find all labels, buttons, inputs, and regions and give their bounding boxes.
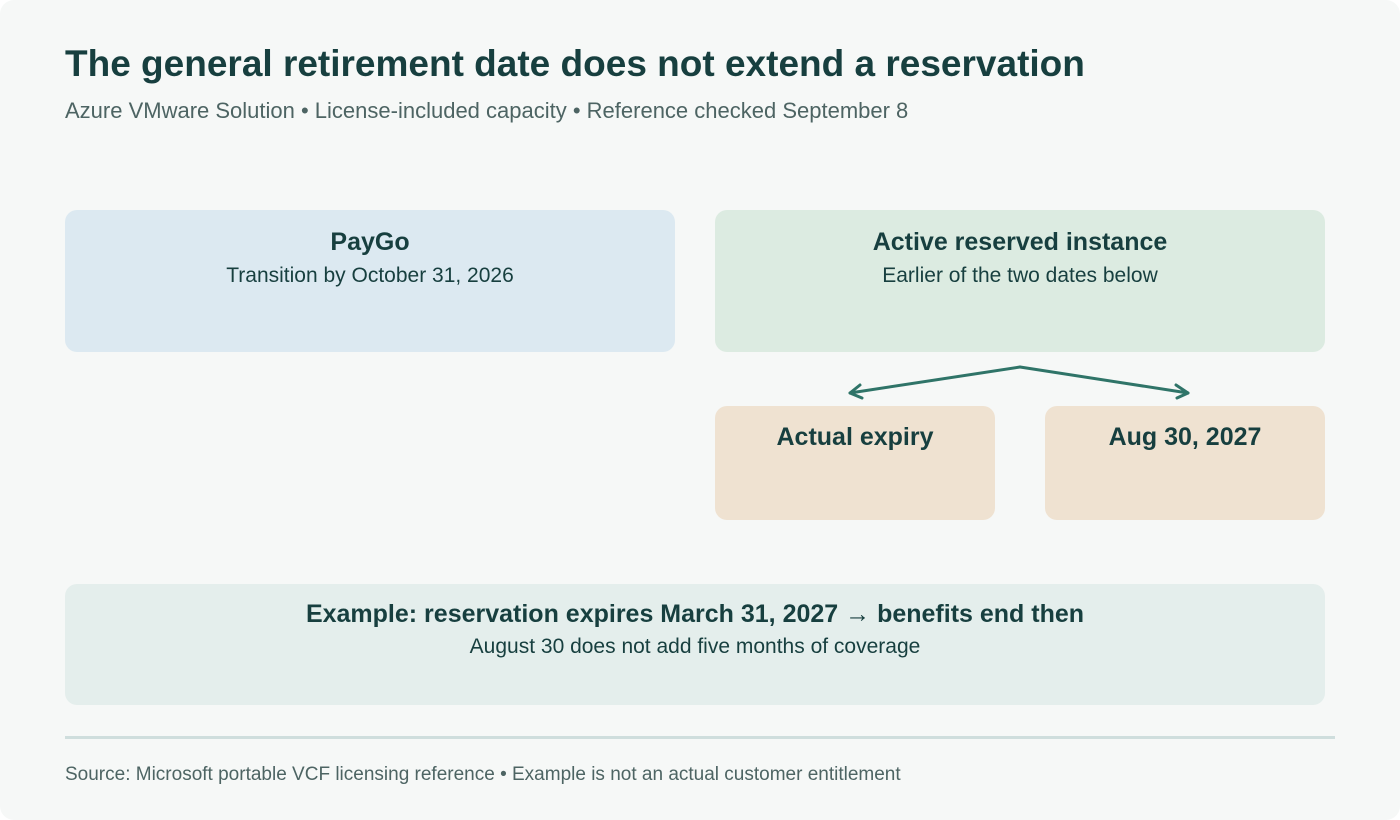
page-subtitle: Azure VMware Solution • License-included… [65,98,909,123]
example-title: Example: reservation expires March 31, 2… [305,600,1085,628]
arrow-to-aug-30 [1018,365,1190,395]
example-box: Example: reservation expires March 31, 2… [65,584,1325,705]
paygo-box: PayGo Transition by October 31, 2026 [65,210,675,352]
page-title: The general retirement date does not ext… [65,43,1085,84]
arrowhead-left [848,383,864,400]
actual-expiry-label: Actual expiry [776,423,934,451]
reserved-instance-box: Active reserved instance Earlier of the … [715,210,1325,352]
source-note: Source: Microsoft portable VCF licensing… [65,764,901,785]
paygo-title: PayGo [330,228,410,256]
aug-30-2027-label: Aug 30, 2027 [1108,423,1262,451]
paygo-detail: Transition by October 31, 2026 [226,264,514,287]
actual-expiry-box: Actual expiry [715,406,995,520]
aug-30-2027-box: Aug 30, 2027 [1045,406,1325,520]
reserved-instance-title: Active reserved instance [872,228,1168,256]
arrow-to-actual-expiry [848,365,1022,395]
arrowhead-right [1174,383,1190,400]
example-detail: August 30 does not add five months of co… [469,635,921,658]
footer-divider [65,736,1335,739]
reserved-instance-detail: Earlier of the two dates below [882,264,1158,287]
